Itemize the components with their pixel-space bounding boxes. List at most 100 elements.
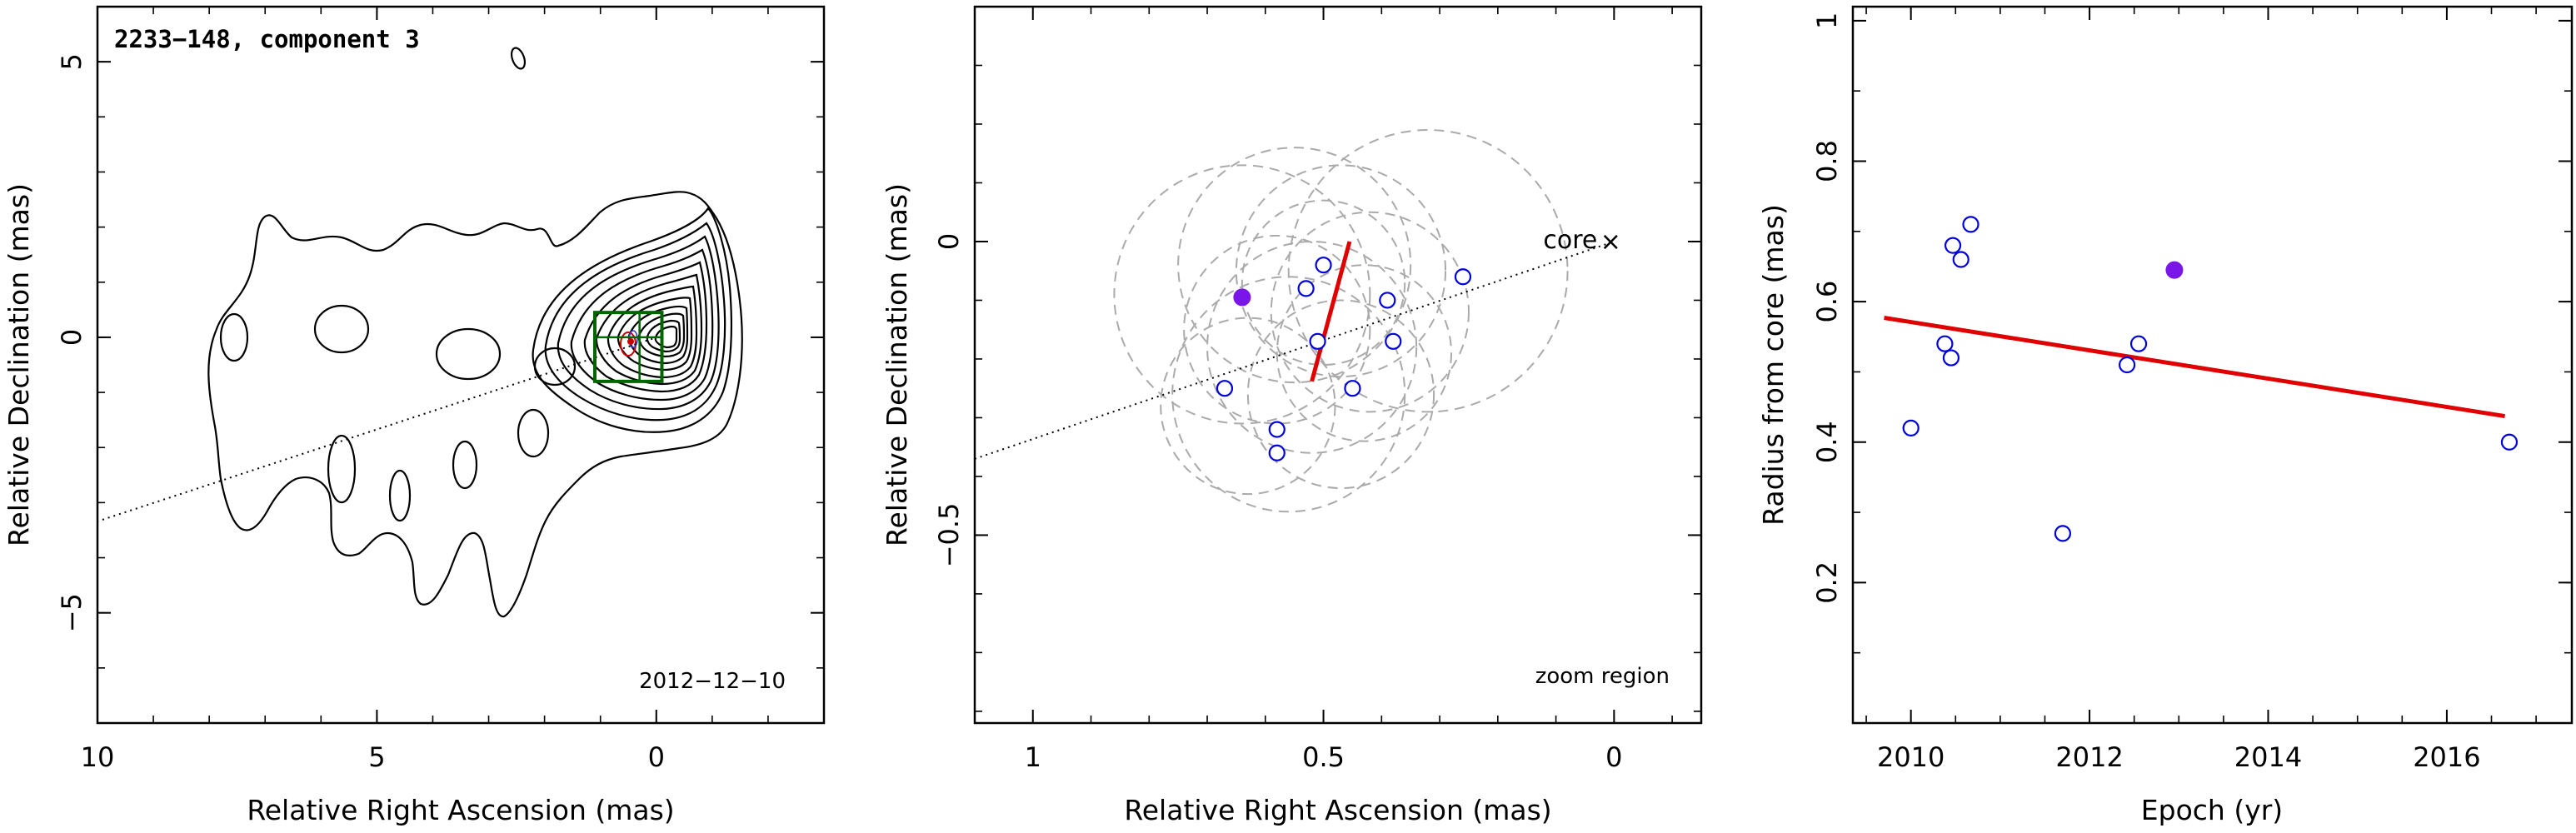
- plot-frame: [1851, 5, 2574, 725]
- x-tick-label: 1: [1025, 741, 1041, 773]
- contour-island: [517, 408, 550, 458]
- panel-zoom-region: 1 0.5 0 0 −0.5 core × zoom region Relative R…: [881, 5, 1703, 826]
- radius-point: [1944, 237, 1962, 254]
- contour-island: [452, 440, 478, 490]
- x-tick-label: 0: [1605, 741, 1622, 773]
- zoom-region-annotation: zoom region: [1535, 664, 1670, 689]
- core-marker: ×: [1600, 227, 1621, 257]
- error-circle: [1177, 147, 1412, 384]
- x-tick-label: 0.5: [1302, 741, 1345, 773]
- radius-points: [1902, 216, 2519, 542]
- component-dot: [627, 338, 634, 345]
- radius-point: [2119, 356, 2136, 374]
- y-tick-label: −0.5: [933, 503, 965, 568]
- radius-point: [1942, 349, 1960, 367]
- radius-point: [1902, 419, 1920, 436]
- position-point: [1315, 257, 1332, 274]
- contour-level-5: [570, 248, 714, 402]
- position-point-highlighted: [1233, 288, 1251, 307]
- zoom-plot-area: [975, 129, 1615, 513]
- error-circle: [1171, 276, 1406, 513]
- y-tick-label: 0.8: [1811, 140, 1843, 182]
- contour-level-7: [595, 273, 703, 386]
- x-tick-label: 2014: [2234, 741, 2302, 773]
- radius-point: [2129, 335, 2148, 352]
- fit-line: [1884, 316, 2505, 419]
- zoom-box-rect: [592, 311, 664, 383]
- error-circle: [1183, 234, 1371, 425]
- jet-axis-line: [975, 241, 1615, 460]
- jet-axis-line: [97, 334, 662, 522]
- y-tick-label: 5: [56, 53, 87, 70]
- contour-level-2: [532, 207, 733, 433]
- y-axis-title: Relative Declination (mas): [2, 183, 35, 546]
- contour-level-3: [544, 222, 726, 421]
- position-point: [1309, 332, 1326, 350]
- y-tick-label: 0.6: [1811, 281, 1843, 323]
- axis-ticks: 2010 2012 2014 2016 0.2 0.4 0.6 0.8 1: [1811, 7, 2572, 773]
- contour-island: [327, 434, 357, 504]
- contour-level-13: [654, 325, 678, 349]
- plot-frame: [973, 5, 1703, 725]
- x-tick-label: 5: [368, 741, 385, 773]
- x-tick-label: 10: [81, 741, 115, 773]
- trend-line: [1310, 241, 1352, 382]
- y-tick-label: 0.4: [1811, 421, 1843, 463]
- error-circle: [1113, 164, 1371, 425]
- axis-ticks: 10 5 0 5 0 −5: [56, 6, 825, 773]
- position-point: [1344, 380, 1361, 397]
- plot-frame: [96, 5, 826, 725]
- zoom-region-box: [592, 311, 664, 383]
- x-axis-title: Relative Right Ascension (mas): [1124, 794, 1551, 826]
- error-circle: [1160, 317, 1336, 496]
- error-circle: [1270, 211, 1470, 413]
- position-point: [1297, 280, 1315, 297]
- y-tick-label: −5: [56, 593, 87, 632]
- error-circle: [1276, 264, 1453, 442]
- error-circle: [1206, 240, 1418, 454]
- error-circle: [1246, 299, 1435, 490]
- position-point: [1454, 268, 1472, 286]
- epoch-plot-area: [1884, 216, 2519, 542]
- x-tick-label: 0: [648, 741, 665, 773]
- radius-point: [1962, 216, 1979, 233]
- position-point: [1379, 292, 1396, 309]
- x-tick-label: 2012: [2055, 741, 2123, 773]
- x-tick-label: 2010: [1877, 741, 1944, 773]
- y-axis-title: Relative Declination (mas): [881, 183, 913, 546]
- y-tick-label: 0: [933, 233, 965, 250]
- error-circle: [1287, 129, 1569, 413]
- radius-point: [1936, 335, 1954, 352]
- contour-island: [435, 327, 502, 381]
- error-circle: [1235, 164, 1447, 378]
- x-tick-label: 2016: [2413, 741, 2480, 773]
- radius-point-highlighted: [2165, 261, 2184, 279]
- y-tick-label: 0.2: [1811, 561, 1843, 604]
- contour-level-4: [557, 235, 720, 411]
- error-circles: [1113, 129, 1569, 513]
- position-point: [1385, 332, 1402, 350]
- contour-level-8: [607, 285, 698, 379]
- y-axis-title: Radius from core (mas): [1757, 204, 1790, 526]
- contour-level-12: [646, 319, 681, 353]
- contour-plot-area: [97, 47, 743, 618]
- position-point: [1216, 380, 1234, 397]
- axis-ticks: 1 0.5 0 0 −0.5: [933, 6, 1701, 773]
- epoch-label: 2012−12−10: [639, 669, 786, 694]
- contour-level-1: [207, 191, 743, 618]
- error-circle: [1241, 199, 1406, 366]
- contour-island: [219, 312, 249, 362]
- contour-lines: [207, 47, 743, 618]
- panel-radius-epoch: 2010 2012 2014 2016 0.2 0.4 0.6 0.8 1 Epoch (yr)…: [1757, 5, 2574, 826]
- y-tick-label: 0: [56, 329, 87, 346]
- position-point: [1268, 444, 1286, 461]
- x-axis-title: Epoch (yr): [2141, 794, 2283, 826]
- contour-level-10: [627, 305, 689, 365]
- contour-level-9: [617, 297, 693, 372]
- core-label: core: [1543, 226, 1597, 255]
- radius-point: [2054, 525, 2072, 542]
- radius-point: [2500, 433, 2519, 451]
- panel-title: 2233−148, component 3: [114, 25, 420, 53]
- position-point: [1268, 421, 1286, 438]
- contour-island: [313, 304, 370, 354]
